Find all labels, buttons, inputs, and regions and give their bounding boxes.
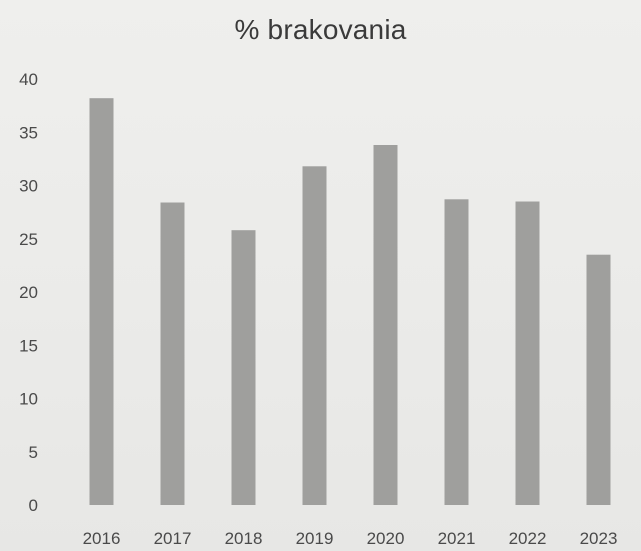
- y-tick-label: 25: [19, 230, 38, 249]
- y-tick-label: 20: [19, 283, 38, 302]
- bars: [89, 98, 611, 506]
- x-tick-label: 2017: [154, 529, 192, 548]
- y-tick-label: 10: [19, 390, 38, 409]
- x-tick-label: 2022: [509, 529, 547, 548]
- bar-2021: [444, 199, 469, 506]
- y-tick-label: 30: [19, 177, 38, 196]
- x-tick-label: 2019: [296, 529, 334, 548]
- bar-2023: [586, 254, 611, 505]
- y-tick-label: 5: [29, 443, 38, 462]
- x-axis: 2016 2017 2018 2019 2020 2021 2022 2023: [83, 529, 618, 548]
- x-tick-label: 2021: [438, 529, 476, 548]
- y-tick-label: 40: [19, 70, 38, 89]
- bar-2016: [89, 98, 114, 505]
- y-tick-label: 35: [19, 123, 38, 142]
- y-tick-label: 0: [29, 496, 38, 515]
- x-tick-label: 2023: [580, 529, 618, 548]
- y-tick-label: 15: [19, 336, 38, 355]
- bar-2019: [302, 166, 327, 506]
- bar-2022: [515, 201, 540, 505]
- x-tick-label: 2020: [367, 529, 405, 548]
- bar-2020: [373, 145, 398, 505]
- bar-2017: [160, 202, 185, 505]
- y-axis: 0 5 10 15 20 25 30 35 40: [19, 70, 38, 515]
- chart-title: % brakovania: [234, 14, 407, 45]
- x-tick-label: 2018: [225, 529, 263, 548]
- bar-2018: [231, 230, 256, 505]
- x-tick-label: 2016: [83, 529, 121, 548]
